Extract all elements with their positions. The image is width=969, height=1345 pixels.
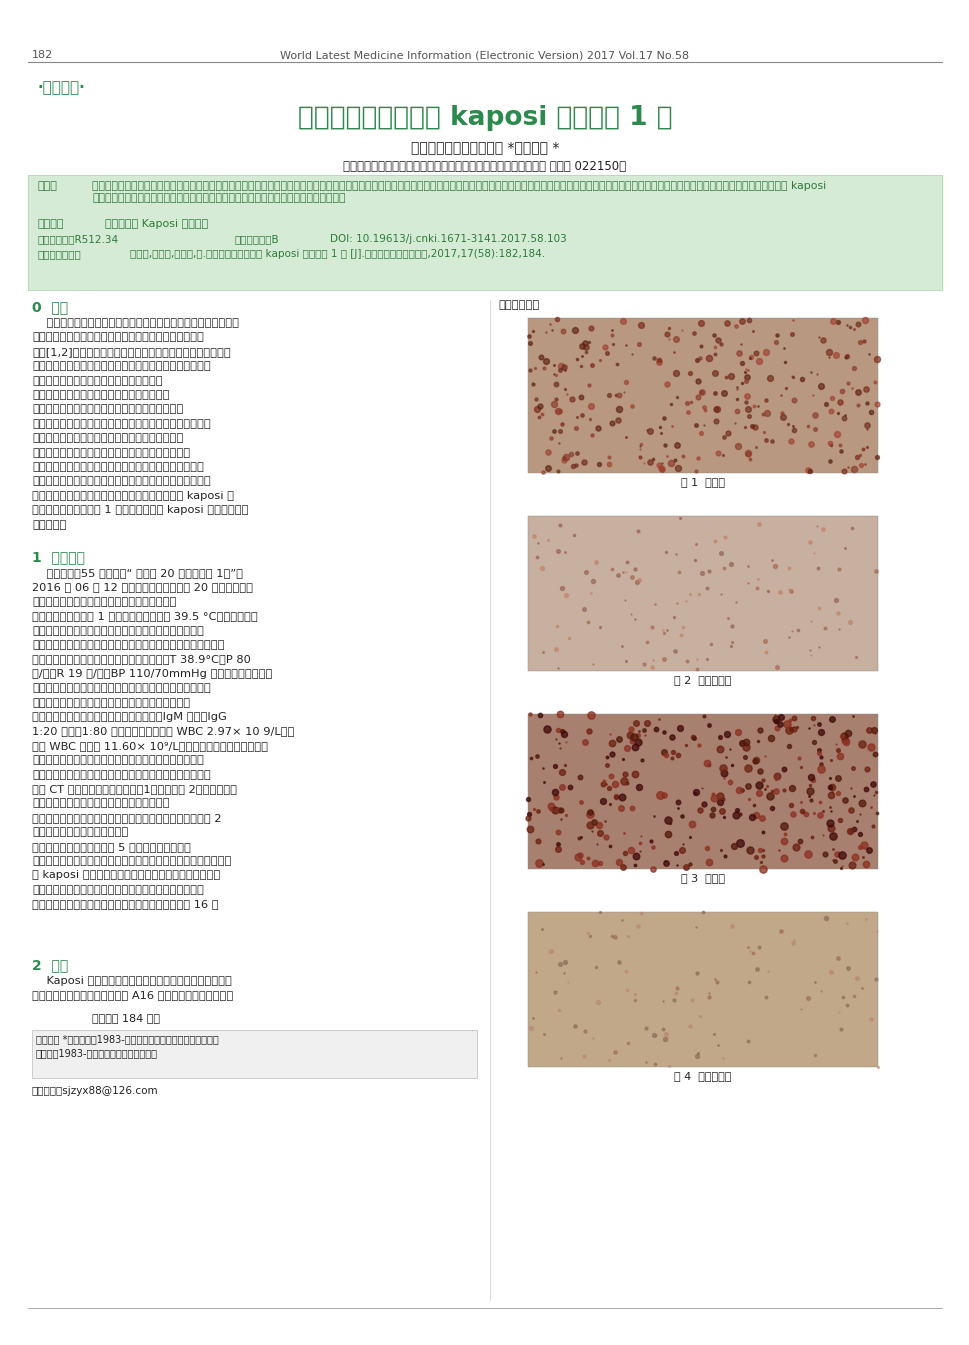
Text: 森林脑炎并发继发性 kaposi 水痘样疹 1 例: 森林脑炎并发继发性 kaposi 水痘样疹 1 例 [297,105,672,130]
Text: 图 1  严重时: 图 1 严重时 [680,477,724,487]
Text: 赵孝强，徐少泽，许庆梅 *，马永菊 *: 赵孝强，徐少泽，许庆梅 *，马永菊 * [411,140,558,153]
Text: 1  病例介绍: 1 病例介绍 [32,550,85,564]
Text: 摘要：: 摘要： [38,182,58,191]
Text: World Latest Medicine Information (Electronic Version) 2017 Vol.17 No.58: World Latest Medicine Information (Elect… [280,50,689,61]
Text: ·病例报告·: ·病例报告· [38,79,85,95]
Text: 患者，男，55 岁，主因“ 虫和后 20 余天，发热 1周”于
2016 年 06 月 12 日入院。患者于入院前 20 余天在森林地
区放羊时不慎被虫和咍后背: 患者，男，55 岁，主因“ 虫和后 20 余天，发热 1周”于 2016 年 0… [32,568,294,909]
Text: 本文引用格式：: 本文引用格式： [38,249,81,260]
Text: 森林脑炎是由蝎虫叶和蛇毒患者血清中森林脑炎病毒引起的一种中枢神经系统感染性疾病。虫和后不仅可引起森林脑炎，还可引起神经系统以外的表现，如周身可见散在的皮疹，以丘: 森林脑炎是由蝎虫叶和蛇毒患者血清中森林脑炎病毒引起的一种中枢神经系统感染性疾病。… [92,182,826,203]
Text: 森林脑炎； Kaposi 水痘样疹: 森林脑炎； Kaposi 水痘样疹 [105,219,208,229]
Text: 图 3  严重时: 图 3 严重时 [680,873,724,884]
FancyBboxPatch shape [527,516,877,671]
Text: 赵孝强,徐少泽,许庆梅,等.森林脑炎并发继发性 kaposi 水痘样疹 1 例 [J].世界最新医学信息文摘,2017,17(58):182,184.: 赵孝强,徐少泽,许庆梅,等.森林脑炎并发继发性 kaposi 水痘样疹 1 例 … [130,249,545,260]
Text: 投稿邮筱：sjzyx88@126.com: 投稿邮筱：sjzyx88@126.com [32,1085,159,1096]
Text: 182: 182 [32,50,53,61]
Text: 森林脑炎是由蝎虫叶和螬虫咋和导致机体感染森林脑炎病毒所致
的一种中枢神经系统感染性疾病。全沟硬蝎为其主要传播
媒介[1,2]。免疫低下者为易感人群。森林脑炎病毒: 森林脑炎是由蝎虫叶和螬虫咋和导致机体感染森林脑炎病毒所致 的一种中枢神经系统感染… [32,317,248,530]
Text: 关键词：: 关键词： [38,219,64,229]
FancyBboxPatch shape [32,1030,477,1077]
Text: 图 4  逐渐恢复后: 图 4 逐渐恢复后 [673,1071,731,1081]
FancyBboxPatch shape [28,175,941,291]
Text: 中图分类号：R512.34: 中图分类号：R512.34 [38,234,119,243]
Text: Kaposi 水痘样疹，又称疹疹性湿疹，病原微生物多为单
纯疹疹病毒、牛痘病毒、柯萨奇 A16 病毒等，指在原有传结过: Kaposi 水痘样疹，又称疹疹性湿疹，病原微生物多为单 纯疹疹病毒、牛痘病毒、… [32,976,233,1001]
Text: 通讯作者 *：许庆梅（1983-），女，硭士，神经内科主治医生，
马永菊（1983-），女，老年科主治医师。: 通讯作者 *：许庆梅（1983-），女，硭士，神经内科主治医生， 马永菊（198… [36,1034,219,1059]
Text: （内蒙古民族大学第二临床医学院（内蒙古林业总医院），内蒙古 牙克石 022150）: （内蒙古民族大学第二临床医学院（内蒙古林业总医院），内蒙古 牙克石 022150… [343,160,626,174]
FancyBboxPatch shape [527,912,877,1067]
Text: DOI: 10.19613/j.cnki.1671-3141.2017.58.103: DOI: 10.19613/j.cnki.1671-3141.2017.58.1… [329,234,566,243]
Text: 者好转出院。: 者好转出院。 [497,300,539,309]
Text: 图 2  逐渐恢复后: 图 2 逐渐恢复后 [673,675,731,685]
Text: 文献标识码：B: 文献标识码：B [234,234,279,243]
Text: 2  讨论: 2 讨论 [32,958,68,972]
Text: 0  引言: 0 引言 [32,300,68,313]
FancyBboxPatch shape [527,317,877,473]
FancyBboxPatch shape [527,714,877,869]
Text: （下转第 184 页）: （下转第 184 页） [92,1013,160,1024]
